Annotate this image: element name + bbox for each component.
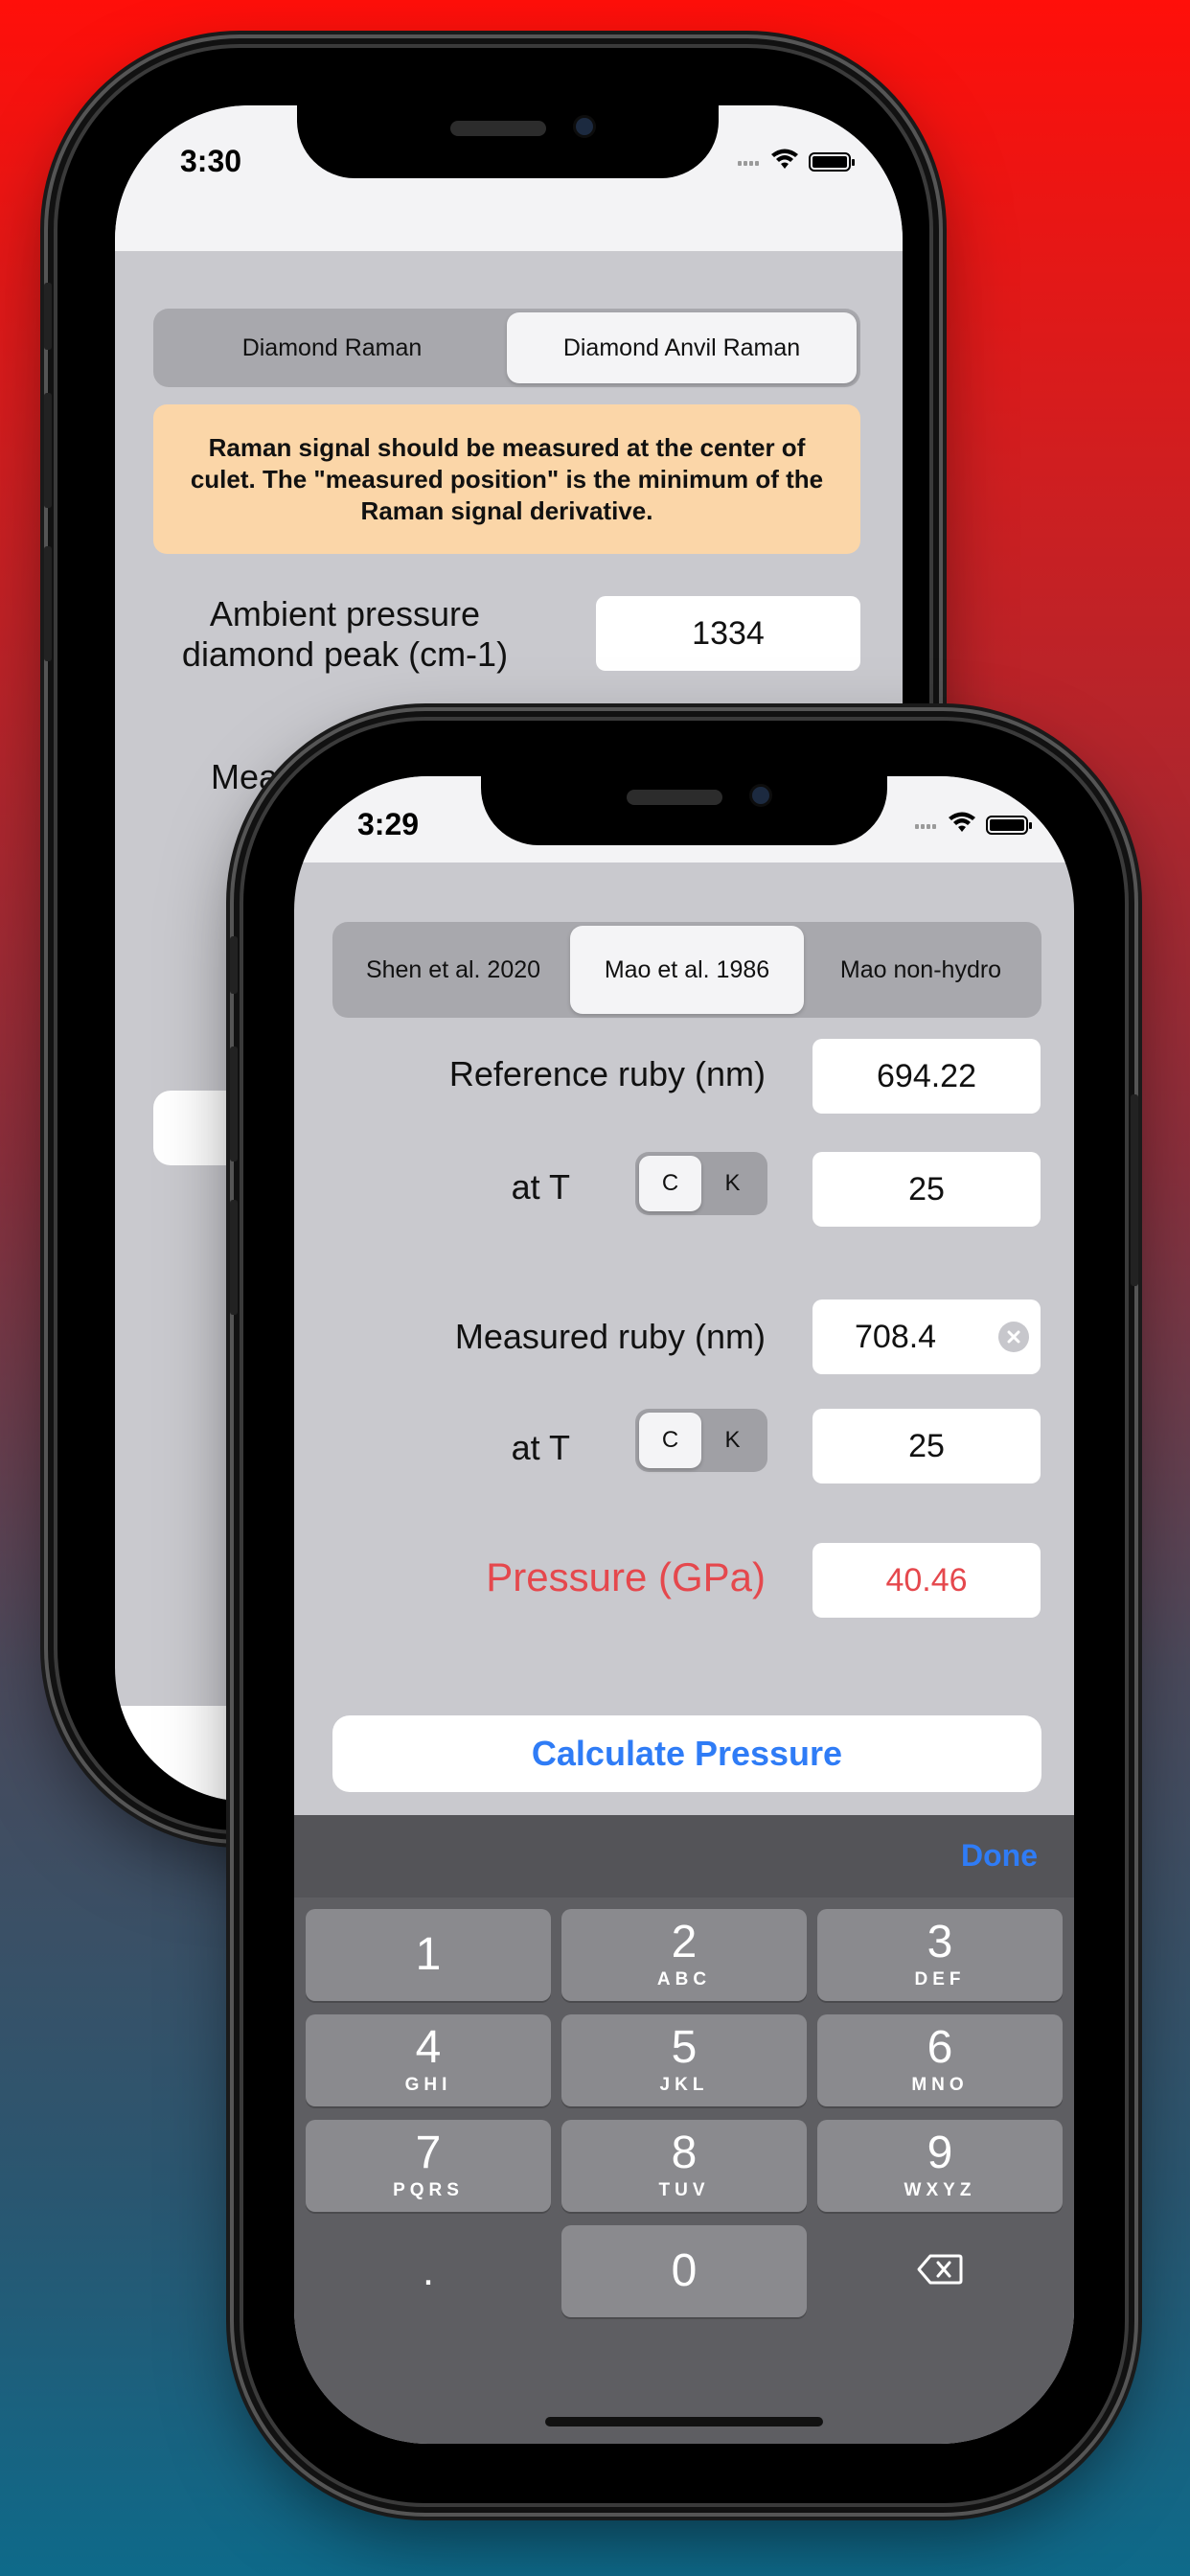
signal-icon <box>915 816 938 834</box>
key-9-letters: WXYZ <box>904 2180 976 2200</box>
calculate-pressure-button[interactable]: Calculate Pressure <box>332 1715 1041 1792</box>
measured-ruby-label: Measured ruby (nm) <box>454 1317 766 1356</box>
status-icons-overlay <box>738 148 855 175</box>
speaker <box>450 121 546 136</box>
measured-unit-c[interactable]: C <box>639 1413 701 1468</box>
reference-temp-unit-toggle[interactable]: C K <box>635 1152 767 1215</box>
home-indicator <box>545 2417 823 2426</box>
done-button[interactable]: Done <box>961 1838 1038 1873</box>
wifi-icon <box>948 811 976 839</box>
tab-diamond-anvil-raman[interactable]: Diamond Anvil Raman <box>507 312 857 383</box>
volume-down-button <box>44 546 52 661</box>
key-3-digit: 3 <box>927 1917 953 1967</box>
measured-at-t-label: at T <box>511 1428 570 1467</box>
key-5[interactable]: 5 JKL <box>561 2014 807 2106</box>
key-4[interactable]: 4 GHI <box>306 2014 551 2106</box>
delete-backward-icon <box>917 2253 963 2290</box>
back-phone-notch-top <box>297 105 719 178</box>
key-4-digit: 4 <box>415 2022 442 2073</box>
wifi-icon <box>770 148 799 175</box>
status-time-overlay: 3:30 <box>180 144 242 178</box>
front-phone-notch <box>481 776 887 845</box>
key-0-digit: 0 <box>671 2245 698 2296</box>
key-7-digit: 7 <box>415 2128 442 2178</box>
key-7[interactable]: 7 PQRS <box>306 2120 551 2212</box>
key-8-digit: 8 <box>671 2128 698 2178</box>
front-phone: 3:29 Shen et al. 2020 Mao et al. 1986 Ma… <box>230 721 1138 2503</box>
front-power-button <box>1131 1094 1138 1286</box>
speaker <box>627 790 722 805</box>
ambient-label-line1: Ambient pressure <box>209 594 481 633</box>
side-button <box>44 283 52 350</box>
camera <box>749 784 772 807</box>
tab-diamond-raman[interactable]: Diamond Raman <box>241 334 423 361</box>
reference-unit-c[interactable]: C <box>639 1156 701 1211</box>
tab-mao-1986[interactable]: Mao et al. 1986 <box>570 926 804 1014</box>
measured-ruby-input[interactable]: 708.4 <box>812 1300 1041 1374</box>
key-6-digit: 6 <box>927 2022 953 2073</box>
front-phone-screen: 3:29 Shen et al. 2020 Mao et al. 1986 Ma… <box>294 776 1074 2444</box>
reference-temp-input[interactable]: 25 <box>812 1152 1041 1227</box>
status-time: 3:29 <box>357 807 420 841</box>
tab-mao-non-hydro[interactable]: Mao non-hydro <box>839 955 1002 983</box>
measured-temp-unit-toggle[interactable]: C K <box>635 1409 767 1472</box>
key-1[interactable]: 1 <box>306 1909 551 2001</box>
front-volume-down <box>230 1200 238 1315</box>
key-0[interactable]: 0 <box>561 2225 807 2317</box>
key-5-letters: JKL <box>659 2075 709 2095</box>
volume-up-button <box>44 393 52 508</box>
tab-shen-2020[interactable]: Shen et al. 2020 <box>365 955 541 983</box>
key-3-letters: DEF <box>914 1969 966 1990</box>
method-segmented-control[interactable]: Diamond Raman Diamond Anvil Raman <box>153 309 860 387</box>
ambient-label-line2: diamond peak (cm-1) <box>181 634 509 674</box>
key-8-letters: TUV <box>658 2180 710 2200</box>
pressure-label: Pressure (GPa) <box>486 1554 766 1599</box>
key-3[interactable]: 3 DEF <box>817 1909 1063 2001</box>
battery-icon <box>986 815 1032 835</box>
key-7-letters: PQRS <box>393 2180 464 2200</box>
reference-unit-k[interactable]: K <box>724 1170 741 1196</box>
backspace-key[interactable] <box>817 2225 1063 2317</box>
key-6-letters: MNO <box>911 2075 969 2095</box>
notice-text: Raman signal should be measured at the c… <box>190 432 824 525</box>
key-9[interactable]: 9 WXYZ <box>817 2120 1063 2212</box>
key-8[interactable]: 8 TUV <box>561 2120 807 2212</box>
ambient-peak-label: Ambient pressure diamond peak (cm-1) <box>172 594 517 675</box>
key-9-digit: 9 <box>927 2128 953 2178</box>
notice-box: Raman signal should be measured at the c… <box>153 404 860 554</box>
key-6[interactable]: 6 MNO <box>817 2014 1063 2106</box>
key-2-letters: ABC <box>656 1969 712 1990</box>
reference-ruby-input[interactable]: 694.22 <box>812 1039 1041 1114</box>
key-4-letters: GHI <box>404 2075 452 2095</box>
ambient-peak-input[interactable]: 1334 <box>596 596 860 671</box>
key-1-digit: 1 <box>415 1929 442 1980</box>
measured-ruby-value: 708.4 <box>855 1318 937 1355</box>
key-2[interactable]: 2 ABC <box>561 1909 807 2001</box>
pressure-output: 40.46 <box>812 1543 1041 1618</box>
battery-icon <box>809 151 855 172</box>
keyboard-toolbar: Done <box>294 1815 1074 1898</box>
front-volume-mid <box>230 1046 238 1162</box>
camera <box>573 115 596 138</box>
measured-temp-input[interactable]: 25 <box>812 1409 1041 1484</box>
key-decimal[interactable]: . <box>422 2247 435 2294</box>
ruby-method-segmented-control[interactable]: Shen et al. 2020 Mao et al. 1986 Mao non… <box>332 922 1041 1018</box>
reference-ruby-label: Reference ruby (nm) <box>448 1054 766 1093</box>
status-icons <box>915 811 1032 839</box>
signal-icon <box>738 153 761 171</box>
clear-text-icon[interactable] <box>998 1322 1029 1352</box>
front-volume-up <box>230 936 238 994</box>
reference-at-t-label: at T <box>511 1167 570 1207</box>
key-5-digit: 5 <box>671 2022 698 2073</box>
measured-unit-k[interactable]: K <box>724 1427 741 1453</box>
key-2-digit: 2 <box>671 1917 698 1967</box>
